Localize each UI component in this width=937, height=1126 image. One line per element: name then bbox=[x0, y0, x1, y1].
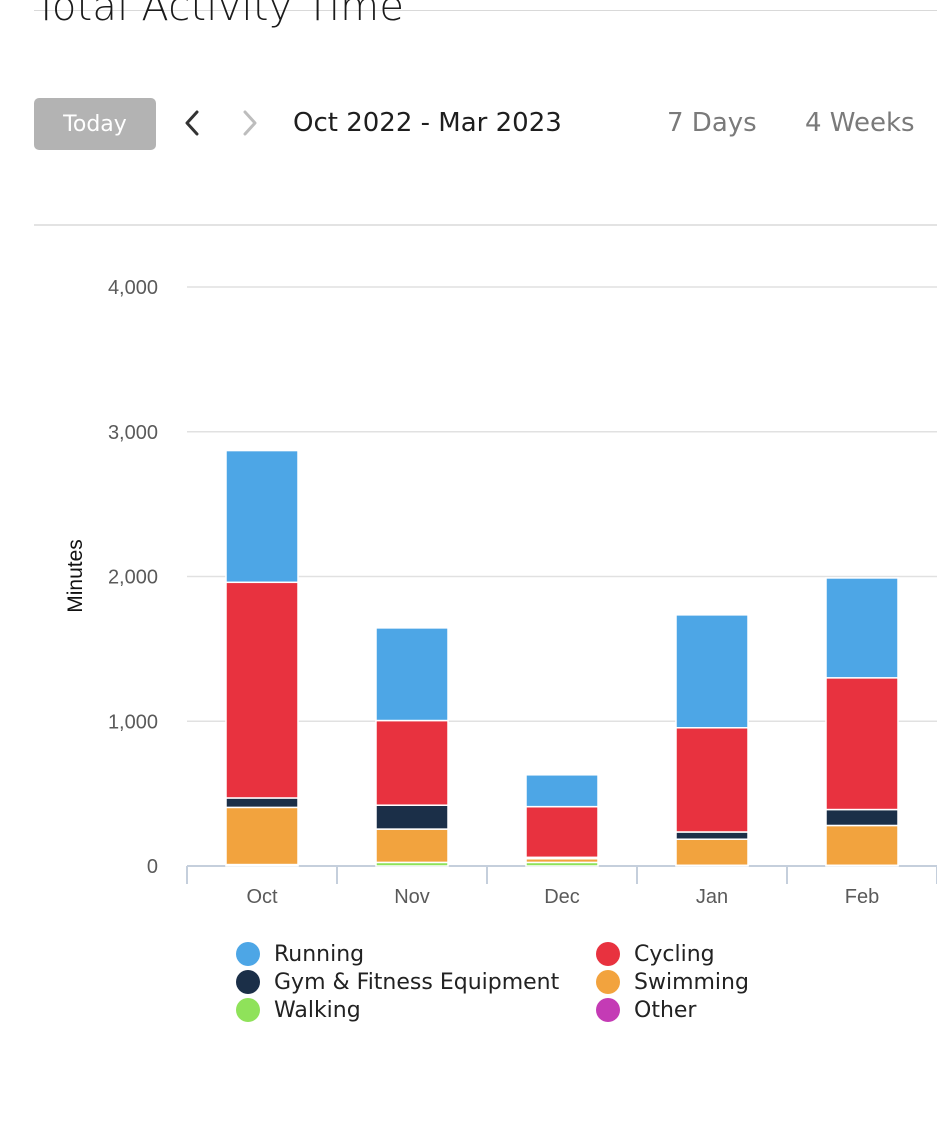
legend-item-gym[interactable]: Gym & Fitness Equipment bbox=[236, 969, 596, 995]
period-7-days[interactable]: 7 Days bbox=[667, 108, 757, 138]
legend-item-walking[interactable]: Walking bbox=[236, 997, 596, 1023]
bar-segment-swimming bbox=[375, 828, 449, 864]
legend-item-other[interactable]: Other bbox=[596, 997, 796, 1023]
legend-item-swimming[interactable]: Swimming bbox=[596, 969, 796, 995]
walking-swatch bbox=[236, 998, 260, 1022]
period-4-weeks[interactable]: 4 Weeks bbox=[805, 108, 915, 138]
bar-segment-running bbox=[825, 577, 899, 679]
bar-segment-running bbox=[225, 449, 299, 584]
bar-segment-swimming bbox=[825, 824, 899, 867]
bar-segment-running bbox=[375, 627, 449, 722]
activity-chart: 0 1,000 2,000 3,000 4,000 Minutes Oct Nov Dec Jan… bbox=[64, 277, 937, 908]
date-range-label: Oct 2022 - Mar 2023 bbox=[293, 108, 562, 138]
y-axis-title: Minutes bbox=[64, 539, 87, 613]
x-tick-label: Oct bbox=[246, 886, 278, 908]
x-tick-label: Nov bbox=[394, 886, 430, 908]
legend-item-cycling[interactable]: Cycling bbox=[596, 941, 796, 967]
bar-segment-cycling bbox=[525, 805, 599, 859]
other-swatch bbox=[596, 998, 620, 1022]
x-tick-label: Dec bbox=[544, 886, 580, 908]
chevron-left-icon[interactable] bbox=[178, 108, 208, 138]
chart-legend: Running Cycling Gym & Fitness Equipment … bbox=[236, 941, 796, 1023]
top-divider bbox=[34, 10, 937, 11]
bar-segment-running bbox=[675, 614, 749, 729]
header-divider bbox=[34, 224, 937, 226]
legend-label: Gym & Fitness Equipment bbox=[274, 969, 560, 995]
chevron-right-icon[interactable] bbox=[234, 108, 264, 138]
bar-segment-gym-fitness-equipment bbox=[375, 804, 449, 830]
cycling-swatch bbox=[596, 942, 620, 966]
y-tick-label: 0 bbox=[147, 856, 158, 878]
bar-segment-swimming bbox=[225, 806, 299, 866]
bar-segment-cycling bbox=[825, 677, 899, 811]
today-button[interactable]: Today bbox=[34, 98, 156, 150]
bar-segment-gym-fitness-equipment bbox=[825, 808, 899, 827]
bar-segment-gym-fitness-equipment bbox=[225, 797, 299, 809]
bar-segment-cycling bbox=[675, 727, 749, 833]
running-swatch bbox=[236, 942, 260, 966]
legend-label: Cycling bbox=[634, 941, 715, 967]
bar-segment-swimming bbox=[675, 838, 749, 867]
legend-label: Other bbox=[634, 997, 697, 1023]
y-tick-label: 4,000 bbox=[108, 277, 158, 299]
page-title: Total Activity Time bbox=[34, 0, 405, 30]
bar-segment-running bbox=[525, 774, 599, 808]
bar-segment-cycling bbox=[225, 581, 299, 799]
x-tick-label: Feb bbox=[845, 886, 879, 908]
legend-label: Swimming bbox=[634, 969, 749, 995]
legend-label: Running bbox=[274, 941, 365, 967]
y-tick-label: 3,000 bbox=[108, 422, 158, 444]
legend-label: Walking bbox=[274, 997, 361, 1023]
bar-segment-cycling bbox=[375, 719, 449, 806]
gym-swatch bbox=[236, 970, 260, 994]
y-tick-label: 2,000 bbox=[108, 567, 158, 589]
x-tick-label: Jan bbox=[696, 886, 728, 908]
y-tick-label: 1,000 bbox=[108, 711, 158, 733]
bar-segment-gym-fitness-equipment bbox=[675, 831, 749, 840]
swimming-swatch bbox=[596, 970, 620, 994]
legend-item-running[interactable]: Running bbox=[236, 941, 596, 967]
